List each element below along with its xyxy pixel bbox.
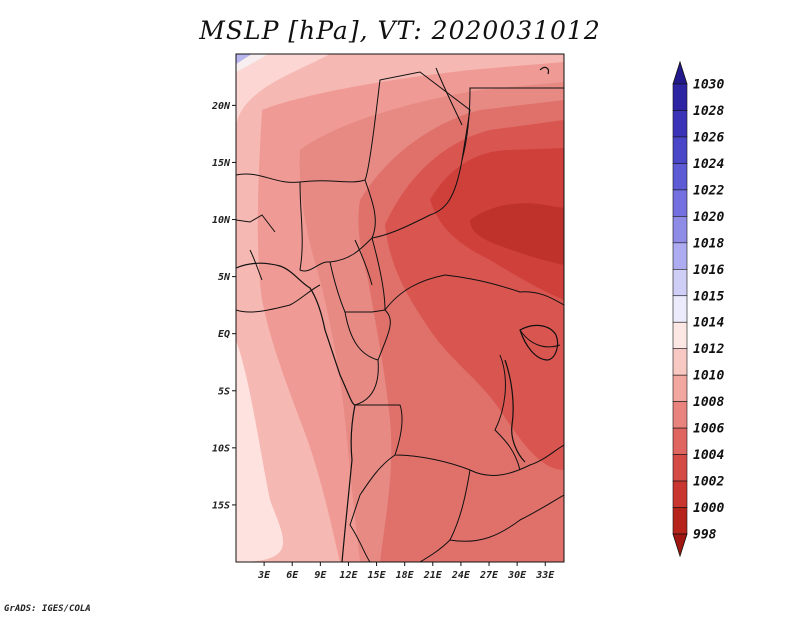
lon-tick-label: 27E bbox=[479, 570, 499, 581]
field-1014-west bbox=[236, 340, 284, 562]
lon-tick-label: 18E bbox=[396, 570, 415, 581]
colorbar-label: 1020 bbox=[693, 210, 724, 225]
colorbar-label: 1018 bbox=[693, 236, 724, 251]
colorbar-top-triangle bbox=[672, 60, 688, 85]
colorbar-bin bbox=[672, 321, 688, 350]
colorbar-bin bbox=[672, 136, 688, 164]
lat-tick-label: 5N bbox=[218, 272, 231, 283]
colorbar-bin bbox=[672, 427, 688, 455]
lon-tick-label: 33E bbox=[535, 570, 555, 581]
lat-tick-label: 15S bbox=[212, 500, 230, 511]
map-frame bbox=[235, 53, 565, 563]
colorbar-label: 1014 bbox=[693, 316, 724, 331]
pressure-field bbox=[236, 54, 564, 562]
colorbar-bin bbox=[672, 83, 688, 111]
map-title: MSLP [hPa], VT: 2020031012 bbox=[199, 16, 601, 45]
colorbar-bin bbox=[672, 242, 688, 270]
lat-tick-label: 20N bbox=[211, 101, 231, 112]
coastlines bbox=[236, 66, 559, 562]
field-1016-corner bbox=[236, 54, 252, 64]
colorbar: 1030 1028 1026 1024 1022 1020 1018 1016 1015 1014… bbox=[672, 60, 724, 558]
latitude-axis: 20N 15N 10N 5N EQ 5S 10S 15S bbox=[211, 101, 236, 511]
colorbar-label: 1002 bbox=[693, 475, 724, 490]
lon-tick-label: 21E bbox=[423, 570, 443, 581]
lon-tick-label: 6E bbox=[286, 570, 299, 581]
colorbar-bin bbox=[672, 295, 688, 323]
colorbar-label: 1028 bbox=[693, 104, 724, 119]
colorbar-bin bbox=[672, 374, 688, 402]
lat-tick-label: EQ bbox=[218, 329, 230, 340]
lat-tick-label: 10N bbox=[212, 215, 231, 226]
colorbar-label: 1026 bbox=[693, 130, 724, 145]
colorbar-label: 1004 bbox=[693, 448, 724, 463]
longitude-axis: 3E 6E 9E 12E 15E 18E 21E 24E 27E 30E 33E bbox=[257, 562, 555, 581]
colorbar-bin bbox=[672, 268, 688, 297]
colorbar-bin bbox=[672, 401, 688, 429]
colorbar-label: 1030 bbox=[693, 78, 724, 93]
lat-tick-label: 15N bbox=[212, 158, 231, 169]
lon-tick-label: 3E bbox=[257, 570, 271, 581]
colorbar-label: 1015 bbox=[693, 289, 724, 304]
lon-tick-label: 30E bbox=[507, 570, 527, 581]
lat-tick-label: 10S bbox=[212, 443, 230, 454]
colorbar-label: 1022 bbox=[693, 183, 724, 198]
colorbar-bin bbox=[672, 189, 688, 217]
colorbar-bin bbox=[672, 507, 688, 535]
lon-tick-label: 15E bbox=[368, 570, 387, 581]
colorbar-label: 1012 bbox=[693, 342, 724, 357]
colorbar-label: 1008 bbox=[693, 395, 724, 410]
lat-tick-label: 5S bbox=[218, 386, 230, 397]
colorbar-label: 1010 bbox=[693, 369, 724, 384]
colorbar-label: 1000 bbox=[693, 501, 724, 516]
colorbar-label: 998 bbox=[693, 528, 717, 543]
colorbar-bottom-triangle bbox=[672, 533, 688, 558]
colorbar-label: 1024 bbox=[693, 157, 724, 172]
colorbar-bin bbox=[672, 216, 688, 244]
colorbar-bin bbox=[672, 454, 688, 482]
country-borders bbox=[236, 67, 564, 562]
colorbar-bin bbox=[672, 163, 688, 191]
lon-tick-label: 9E bbox=[314, 570, 327, 581]
field-1000 bbox=[470, 203, 564, 265]
colorbar-bin bbox=[672, 110, 688, 138]
lon-tick-label: 12E bbox=[339, 570, 358, 581]
colorbar-bin bbox=[672, 480, 688, 508]
colorbar-bin bbox=[672, 348, 688, 376]
lon-tick-label: 24E bbox=[451, 570, 471, 581]
colorbar-label: 1016 bbox=[693, 263, 724, 278]
colorbar-label: 1006 bbox=[693, 422, 724, 437]
grads-credit: GrADS: IGES/COLA bbox=[4, 604, 91, 614]
field-1014-northwest bbox=[236, 54, 330, 130]
